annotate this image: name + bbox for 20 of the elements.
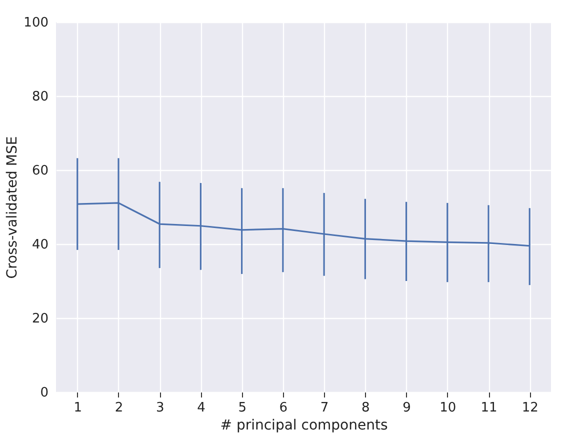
y-tick-label: 20 <box>32 312 48 326</box>
y-tick-label: 40 <box>32 238 48 252</box>
x-tick-label: 10 <box>440 400 456 416</box>
y-tick-label: 0 <box>40 386 48 400</box>
x-tick-label: 9 <box>402 400 411 416</box>
x-tick-label: 12 <box>522 400 538 416</box>
x-tick-label: 4 <box>197 400 206 416</box>
y-tick-label: 60 <box>32 164 48 178</box>
x-tick-label: 11 <box>480 400 498 416</box>
y-axis-title: Cross-validated MSE <box>4 136 21 279</box>
y-tick-label: 100 <box>24 16 48 30</box>
x-tick-label: 7 <box>320 400 329 416</box>
x-tick-label: 8 <box>362 400 370 416</box>
x-tick-label: 5 <box>238 400 246 416</box>
y-tick-label: 80 <box>32 90 48 104</box>
x-tick-label: 3 <box>156 400 164 416</box>
x-tick-label: 2 <box>114 400 124 416</box>
x-axis-title: # principal components <box>220 418 388 434</box>
x-tick-label: 1 <box>74 400 82 416</box>
x-tick-label: 6 <box>279 400 288 416</box>
